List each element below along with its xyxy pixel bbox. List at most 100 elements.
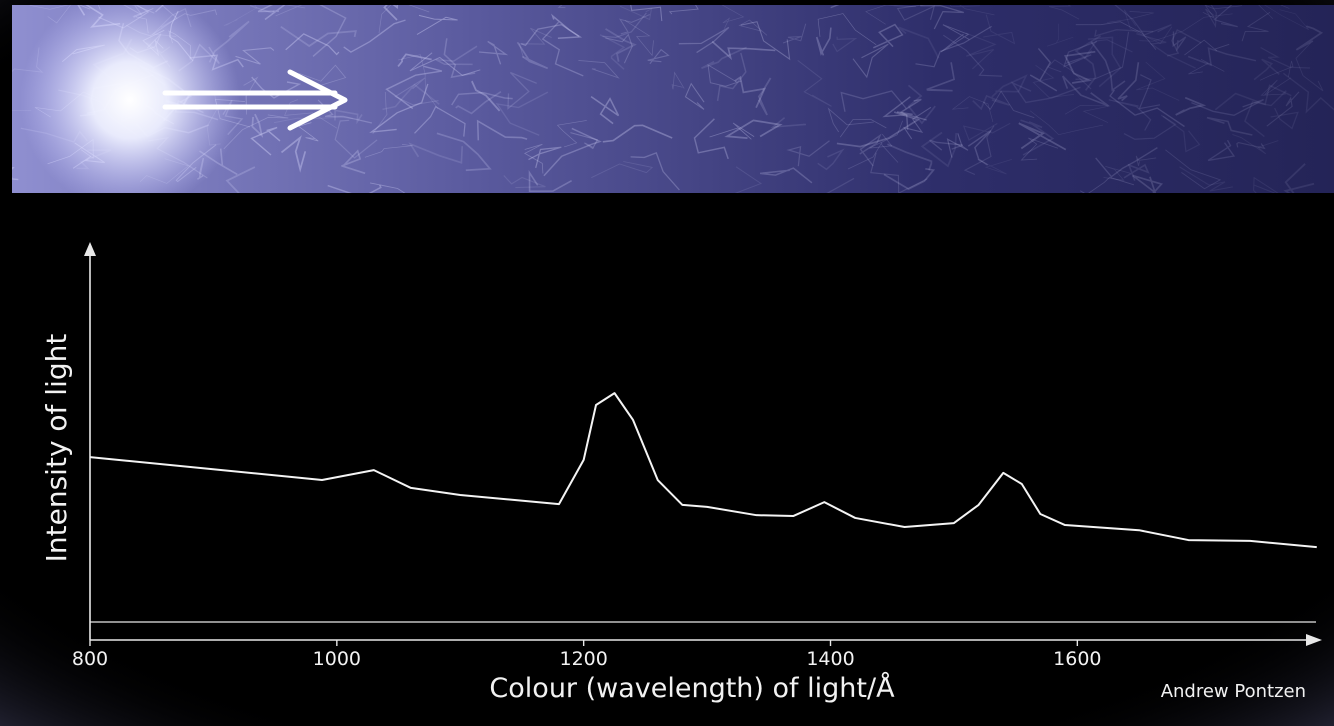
filament	[12, 167, 19, 181]
filament	[1260, 77, 1291, 96]
filament	[1103, 166, 1131, 181]
filament	[929, 139, 964, 151]
filament	[1264, 5, 1310, 30]
arrow	[162, 69, 348, 131]
filament	[1188, 58, 1225, 75]
filament	[1117, 62, 1140, 102]
filament	[965, 32, 997, 70]
filament	[899, 98, 922, 130]
filament	[471, 80, 501, 112]
filament	[408, 142, 464, 164]
filament	[1282, 72, 1334, 114]
filament	[668, 5, 699, 15]
filament	[840, 90, 907, 112]
filament	[383, 5, 399, 21]
filament	[716, 52, 747, 102]
filament	[926, 62, 956, 92]
filament	[520, 24, 580, 47]
filament	[599, 34, 626, 70]
filament	[1107, 11, 1154, 23]
filament	[1241, 11, 1271, 42]
filament	[414, 105, 466, 137]
filament	[507, 71, 537, 110]
filament	[1191, 98, 1264, 117]
filament	[250, 5, 275, 14]
filament	[678, 26, 730, 54]
filament	[887, 143, 933, 171]
filament	[618, 14, 651, 35]
filament	[251, 76, 302, 99]
filament	[1295, 25, 1324, 51]
filament	[1295, 42, 1324, 92]
filament	[915, 25, 992, 68]
filament	[1205, 5, 1217, 28]
filament	[443, 38, 476, 79]
filament	[1029, 110, 1104, 136]
x-axis-label: Colour (wavelength) of light/Å	[489, 672, 895, 704]
filament	[619, 5, 653, 21]
filament	[1135, 155, 1157, 166]
filament	[711, 40, 776, 61]
filament	[1094, 29, 1154, 37]
filament	[1232, 133, 1279, 155]
filament	[476, 119, 528, 141]
filament	[369, 83, 429, 133]
filament	[920, 5, 964, 30]
filament	[1075, 21, 1157, 50]
filament	[1123, 163, 1150, 181]
filament	[570, 132, 599, 150]
filament	[1207, 139, 1236, 162]
filament	[275, 5, 306, 17]
filament	[394, 77, 439, 106]
filament	[370, 182, 406, 193]
filament	[1075, 31, 1129, 80]
filament	[518, 27, 552, 58]
filament	[1079, 176, 1135, 193]
filament	[870, 152, 928, 193]
filament	[815, 27, 832, 56]
filament	[516, 41, 549, 70]
filament	[693, 118, 729, 160]
filament	[274, 116, 353, 124]
filament	[920, 131, 958, 168]
filament	[962, 122, 1011, 141]
filament	[1063, 40, 1098, 68]
filament	[1087, 36, 1122, 88]
filament	[757, 77, 772, 116]
filament	[409, 52, 481, 76]
filament	[1020, 119, 1055, 156]
filament	[591, 161, 654, 179]
filament	[225, 166, 256, 193]
filament	[285, 33, 340, 56]
filament	[817, 13, 877, 46]
filament	[451, 91, 513, 106]
filament	[223, 5, 258, 26]
filament	[284, 99, 338, 129]
filament	[1214, 84, 1292, 111]
filament	[1064, 105, 1111, 123]
filament	[478, 40, 509, 65]
filament	[1132, 174, 1164, 193]
filament	[1206, 116, 1253, 136]
filament	[312, 5, 347, 57]
filament	[334, 109, 363, 125]
filament	[235, 47, 275, 65]
filament	[630, 5, 663, 22]
spectrum-line	[89, 392, 1317, 549]
filament	[1032, 64, 1075, 99]
filament	[1184, 39, 1230, 56]
filament	[1047, 59, 1092, 90]
filament	[590, 95, 620, 125]
filament	[1090, 41, 1126, 92]
filament	[1018, 122, 1067, 151]
filament	[1202, 5, 1243, 19]
filament	[298, 64, 347, 88]
filament	[817, 148, 845, 171]
filament	[782, 23, 807, 44]
filament	[684, 82, 705, 110]
filament	[605, 33, 633, 64]
banner	[12, 5, 1334, 193]
filament	[859, 133, 882, 167]
filament	[528, 169, 572, 192]
